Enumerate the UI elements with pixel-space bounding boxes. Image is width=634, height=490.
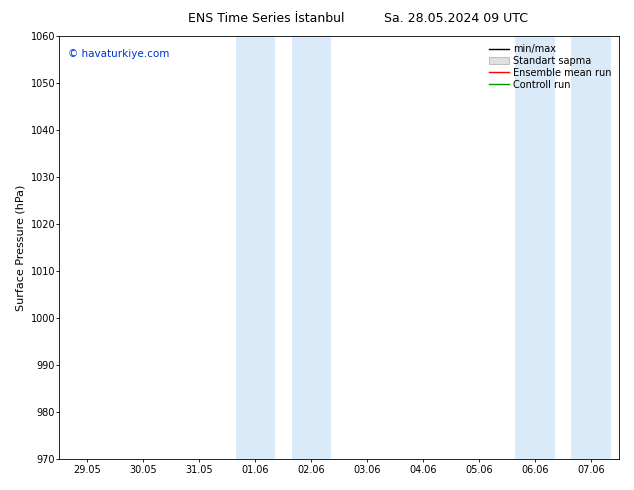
Text: © havaturkiye.com: © havaturkiye.com: [68, 49, 169, 59]
Text: ENS Time Series İstanbul: ENS Time Series İstanbul: [188, 12, 344, 25]
Y-axis label: Surface Pressure (hPa): Surface Pressure (hPa): [15, 185, 25, 311]
Bar: [571, 36, 611, 460]
Bar: [292, 36, 331, 460]
Bar: [236, 36, 275, 460]
Legend: min/max, Standart sapma, Ensemble mean run, Controll run: min/max, Standart sapma, Ensemble mean r…: [486, 41, 614, 93]
Text: Sa. 28.05.2024 09 UTC: Sa. 28.05.2024 09 UTC: [384, 12, 529, 25]
Bar: [515, 36, 555, 460]
